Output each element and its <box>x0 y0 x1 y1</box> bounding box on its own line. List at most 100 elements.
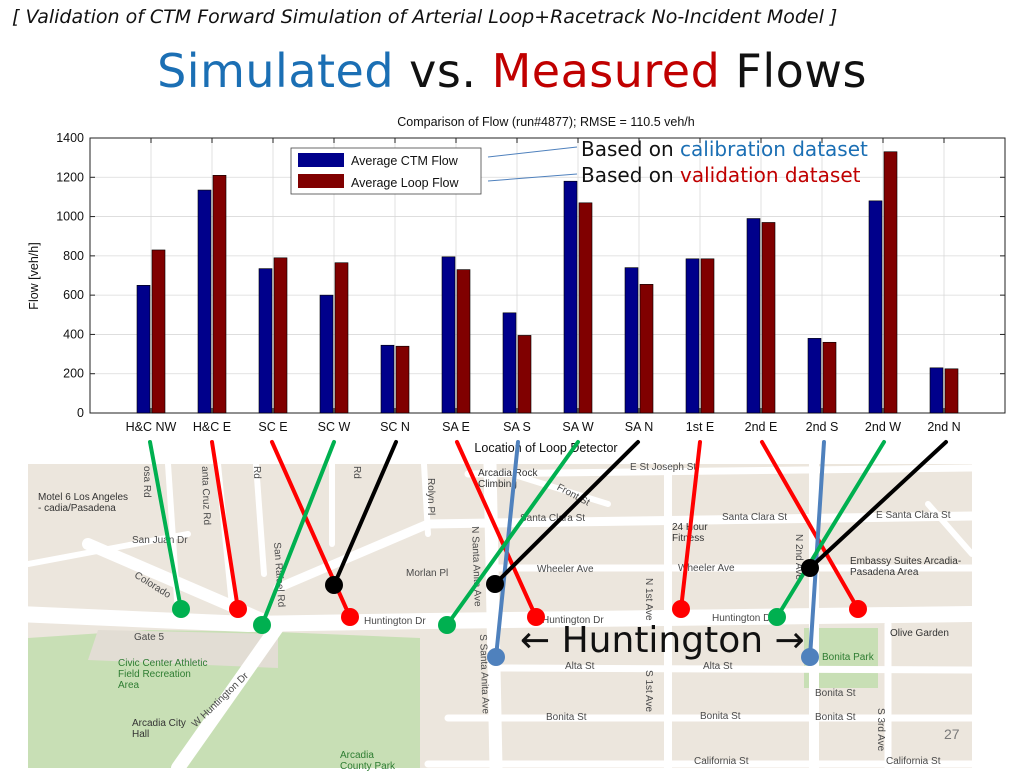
civic-area <box>88 630 278 668</box>
note-calibration-highlight: calibration dataset <box>680 137 868 161</box>
road-w-huntington <box>171 619 285 768</box>
bar-loop-flow <box>578 202 593 414</box>
marker-sa-w <box>438 616 456 634</box>
legend-swatch-loop <box>298 174 344 188</box>
x-tick-label: 2nd N <box>927 420 960 434</box>
street-bonita-1: Bonita St <box>546 712 587 723</box>
bar-ctm-flow <box>197 189 212 414</box>
y-axis-label: Flow [veh/h] <box>27 242 41 309</box>
x-ticks: H&C NW H&C E SC E SC W SC N SA E SA S SA W SA N 1… <box>126 138 961 434</box>
y-ticks: 0 200 400 600 800 1000 1200 1400 <box>56 131 1005 420</box>
bar-ctm-flow <box>502 312 517 414</box>
place-embassy-suites: Embassy Suites Arcadia-Pasadena Area <box>850 556 962 578</box>
street-san-juan: San Juan Dr <box>132 535 188 546</box>
headline-vs: vs. <box>394 44 492 98</box>
marker-2nd-s <box>801 648 819 666</box>
street-wheeler-2: Wheeler Ave <box>678 563 735 574</box>
bar-loop-flow <box>822 341 837 414</box>
bar-loop-flow <box>334 262 349 414</box>
street-huntington-1: Huntington Dr <box>364 616 426 627</box>
legend-swatch-ctm <box>298 153 344 167</box>
headline-simulated: Simulated <box>157 44 395 98</box>
marker-2nd-w <box>768 608 786 626</box>
note-calibration: Based on calibration dataset <box>581 137 868 161</box>
detector-markers <box>172 559 867 666</box>
bar-loop-flow <box>456 269 471 414</box>
bar-loop-flow <box>273 257 288 414</box>
x-tick-label: 2nd E <box>745 420 778 434</box>
street-california-2: California St <box>886 756 941 767</box>
place-city-hall: Arcadia City Hall <box>132 718 186 740</box>
street-bonita-2: Bonita St <box>700 711 741 722</box>
bar-ctm-flow <box>319 294 334 414</box>
road-rolyn <box>421 464 431 537</box>
left-arrow-icon: ← <box>520 620 551 661</box>
street-california-1: California St <box>694 756 749 767</box>
huntington-callout-text: Huntington <box>550 620 775 661</box>
leader-hc-nw <box>148 440 183 611</box>
y-tick-label: 400 <box>63 327 84 341</box>
huntington-callout: ← Huntington → <box>520 620 805 661</box>
note-validation-highlight: validation dataset <box>680 163 861 187</box>
legend-label-loop: Average Loop Flow <box>351 176 459 190</box>
headline-flows: Flows <box>720 44 867 98</box>
street-santa-clara-east: E Santa Clara St <box>876 510 951 521</box>
bar-loop-flow <box>395 345 410 414</box>
bar-loop-flow <box>212 175 227 414</box>
slide-headline: Simulated vs. Measured Flows <box>0 44 1024 98</box>
bar-ctm-flow <box>563 180 578 414</box>
y-tick-label: 600 <box>63 288 84 302</box>
flow-bar-chart: 0 200 400 600 800 1000 1200 1400 H&C NW H&C E SC … <box>27 115 1006 455</box>
x-tick-label: SC W <box>318 420 351 434</box>
place-bonita-park: Bonita Park <box>822 652 874 663</box>
place-olive-garden: Olive Garden <box>890 628 949 639</box>
place-motel-6: Motel 6 Los Angeles - cadia/Pasadena <box>38 492 129 514</box>
note-calibration-prefix: Based on <box>581 137 681 161</box>
y-tick-label: 0 <box>77 406 84 420</box>
leader-sa-w <box>445 440 580 627</box>
bar-ctm-flow <box>136 285 151 414</box>
callout-line-calibration <box>487 146 578 158</box>
y-tick-label: 800 <box>63 249 84 263</box>
x-tick-label: SA E <box>442 420 470 434</box>
x-tick-label: SA W <box>562 420 593 434</box>
bar-ctm-flow <box>807 338 822 414</box>
x-tick-label: 2nd W <box>865 420 901 434</box>
street-bonita-4: Bonita St <box>815 712 856 723</box>
leader-sa-s <box>494 440 520 659</box>
bar-loop-flow <box>944 368 959 414</box>
street-huntington-2: Huntington Dr <box>542 615 604 626</box>
marker-sc-e <box>341 608 359 626</box>
legend-label-ctm: Average CTM Flow <box>351 154 459 168</box>
note-validation-prefix: Based on <box>581 163 681 187</box>
page-number: 27 <box>944 726 960 742</box>
x-tick-label: SC E <box>258 420 287 434</box>
street-santa-clara-1: Santa Clara St <box>520 513 586 524</box>
detector-leader-lines <box>148 440 948 659</box>
road-st-joseph <box>464 464 972 478</box>
bar-ctm-flow <box>624 267 639 414</box>
marker-sa-n <box>486 575 504 593</box>
x-axis-label: Location of Loop Detector <box>474 441 617 455</box>
marker-sc-n <box>325 576 343 594</box>
leader-sa-n <box>493 440 640 586</box>
leader-2nd-n <box>808 440 948 570</box>
y-tick-label: 1200 <box>56 170 84 184</box>
street-huntington-3: Huntington Dr <box>712 613 774 624</box>
marker-2nd-n <box>801 559 819 577</box>
plot-area <box>89 137 1006 414</box>
marker-sc-w <box>253 616 271 634</box>
leader-2nd-w <box>775 440 886 619</box>
leader-2nd-e <box>760 440 860 611</box>
bars <box>136 151 959 414</box>
y-tick-label: 200 <box>63 367 84 381</box>
bar-ctm-flow <box>746 218 761 414</box>
street-bonita-3: Bonita St <box>815 688 856 699</box>
y-tick-label: 1000 <box>56 210 84 224</box>
x-tick-label: SC N <box>380 420 410 434</box>
marker-hc-e <box>229 600 247 618</box>
place-county-park: Arcadia County Park <box>340 750 396 772</box>
place-rock-climbing: Arcadia Rock Climbing <box>478 468 538 490</box>
x-tick-label: H&C E <box>193 420 231 434</box>
place-civic-center: Civic Center Athletic Field Recreation A… <box>118 658 208 691</box>
